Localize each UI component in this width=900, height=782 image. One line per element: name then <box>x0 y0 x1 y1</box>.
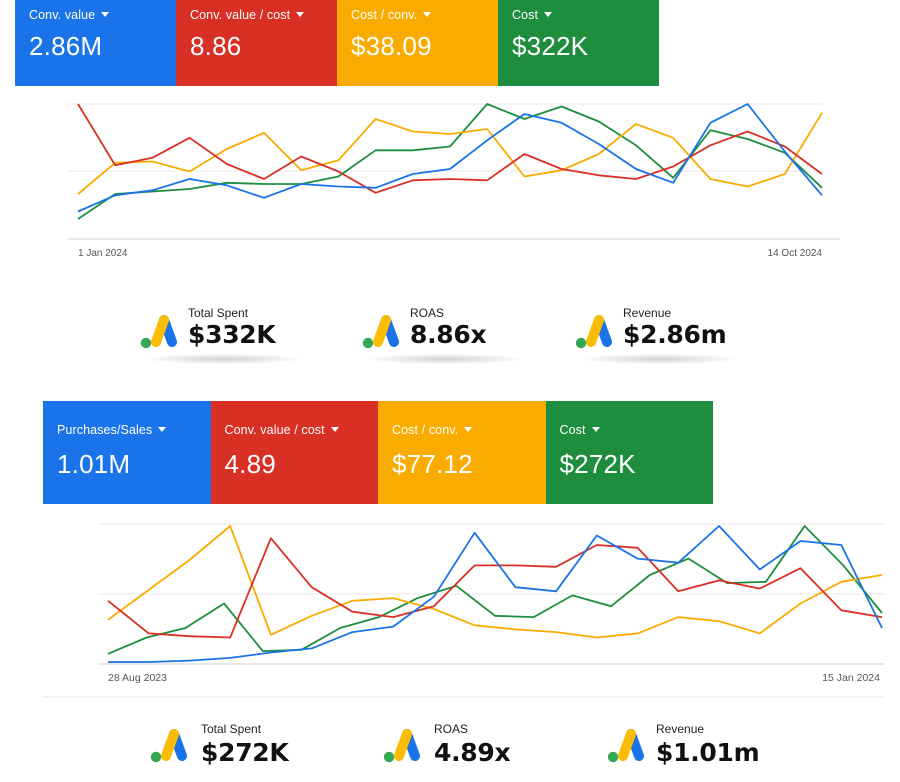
kpi-card-label: Revenue <box>656 722 705 736</box>
kpi-card-total-spent: Total Spent $272K <box>148 716 320 782</box>
metric-tile-label: Conv. value / cost <box>224 423 325 437</box>
x-tick-label-start: 1 Jan 2024 <box>78 248 128 259</box>
google-ads-logo-icon <box>360 314 400 350</box>
x-tick-label-end: 15 Jan 2024 <box>822 672 880 684</box>
series-line-2 <box>107 525 883 639</box>
metric-tile-label: Conv. value / cost <box>190 8 291 22</box>
google-ads-logo-icon <box>573 314 613 350</box>
line-chart-top: 1 Jan 2024 14 Oct 2024 <box>50 96 840 266</box>
metric-tile-value: 2.86M <box>29 31 103 61</box>
card-shadow <box>370 354 522 364</box>
metric-tile-label: Purchases/Sales <box>57 423 153 437</box>
metric-tile-cost[interactable]: Cost $272K <box>545 401 713 504</box>
metric-tile-label: Cost <box>512 8 539 22</box>
caret-down-icon[interactable] <box>591 427 600 432</box>
line-chart-top-svg: 1 Jan 2024 14 Oct 2024 <box>68 103 840 259</box>
caret-down-icon[interactable] <box>464 427 473 432</box>
kpi-card-value: $272K <box>201 738 289 767</box>
metric-tiles-bottom: Purchases/Sales 1.01M Conv. value / cost… <box>43 401 713 504</box>
kpi-card-total-spent: Total Spent $332K <box>138 296 310 364</box>
kpi-card-label: ROAS <box>410 306 445 320</box>
google-ads-logo-icon <box>605 728 645 764</box>
kpi-card-revenue: Revenue $2.86m <box>573 296 745 364</box>
caret-down-icon[interactable] <box>101 12 110 17</box>
series-line-1 <box>77 103 823 194</box>
metric-tile-conv-value-cost[interactable]: Conv. value / cost 4.89 <box>210 401 378 504</box>
metric-tile-label: Cost / conv. <box>351 8 418 22</box>
series-line-2 <box>77 112 823 195</box>
series-line-3 <box>107 525 883 655</box>
series-line-0 <box>108 525 883 663</box>
metric-tile-value: $272K <box>559 449 636 479</box>
google-ads-logo-icon <box>381 728 421 764</box>
kpi-card-value: $1.01m <box>656 738 760 767</box>
caret-down-icon[interactable] <box>423 12 432 17</box>
metric-tile-value: $77.12 <box>392 449 473 479</box>
caret-down-icon[interactable] <box>158 427 167 432</box>
kpi-card-label: Revenue <box>623 306 672 320</box>
kpi-card-revenue: Revenue $1.01m <box>605 716 777 782</box>
caret-down-icon[interactable] <box>330 427 339 432</box>
series-layer <box>107 525 883 663</box>
x-tick-label-end: 14 Oct 2024 <box>768 248 823 259</box>
metric-tile-conv-value-cost[interactable]: Conv. value / cost 8.86 <box>176 0 337 86</box>
google-ads-logo-icon <box>138 314 178 350</box>
kpi-card-value: $332K <box>188 320 276 349</box>
series-layer <box>77 103 823 220</box>
metric-tile-value: $322K <box>512 31 589 61</box>
metric-tile-value: $38.09 <box>351 31 432 61</box>
metric-tile-label: Cost / conv. <box>392 423 459 437</box>
metric-tile-cost[interactable]: Cost $322K <box>498 0 659 86</box>
metric-tile-cost-per-conv[interactable]: Cost / conv. $38.09 <box>337 0 498 86</box>
caret-down-icon[interactable] <box>296 12 305 17</box>
kpi-card-value: 4.89x <box>434 738 511 767</box>
line-chart-bottom: 28 Aug 2023 15 Jan 2024 <box>42 516 890 698</box>
metric-tile-conv-value[interactable]: Conv. value 2.86M <box>15 0 176 86</box>
kpi-card-roas: ROAS 4.89x <box>381 716 553 782</box>
series-line-0 <box>77 103 823 213</box>
metric-tile-purchases-sales[interactable]: Purchases/Sales 1.01M <box>43 401 211 504</box>
kpi-card-label: Total Spent <box>188 306 249 320</box>
kpi-card-label: ROAS <box>434 722 469 736</box>
metric-tile-value: 1.01M <box>57 449 131 479</box>
x-tick-label-start: 28 Aug 2023 <box>108 672 167 684</box>
metric-tiles-top: Conv. value 2.86M Conv. value / cost 8.8… <box>15 0 659 86</box>
kpi-card-label: Total Spent <box>201 722 262 736</box>
google-ads-logo-icon <box>148 728 188 764</box>
kpi-card-value: 8.86x <box>410 320 487 349</box>
metric-tile-label: Cost <box>559 423 586 437</box>
metric-tile-value: 4.89 <box>224 449 276 479</box>
card-shadow <box>583 354 735 364</box>
metric-tile-label: Conv. value <box>29 8 96 22</box>
series-line-1 <box>107 537 883 639</box>
line-chart-bottom-svg: 28 Aug 2023 15 Jan 2024 <box>42 523 884 698</box>
metric-tile-cost-per-conv[interactable]: Cost / conv. $77.12 <box>378 401 546 504</box>
caret-down-icon[interactable] <box>544 12 553 17</box>
metric-tile-value: 8.86 <box>190 31 242 61</box>
kpi-card-value: $2.86m <box>623 320 727 349</box>
kpi-card-roas: ROAS 8.86x <box>360 296 532 364</box>
card-shadow <box>148 354 300 364</box>
series-line-3 <box>77 103 823 220</box>
